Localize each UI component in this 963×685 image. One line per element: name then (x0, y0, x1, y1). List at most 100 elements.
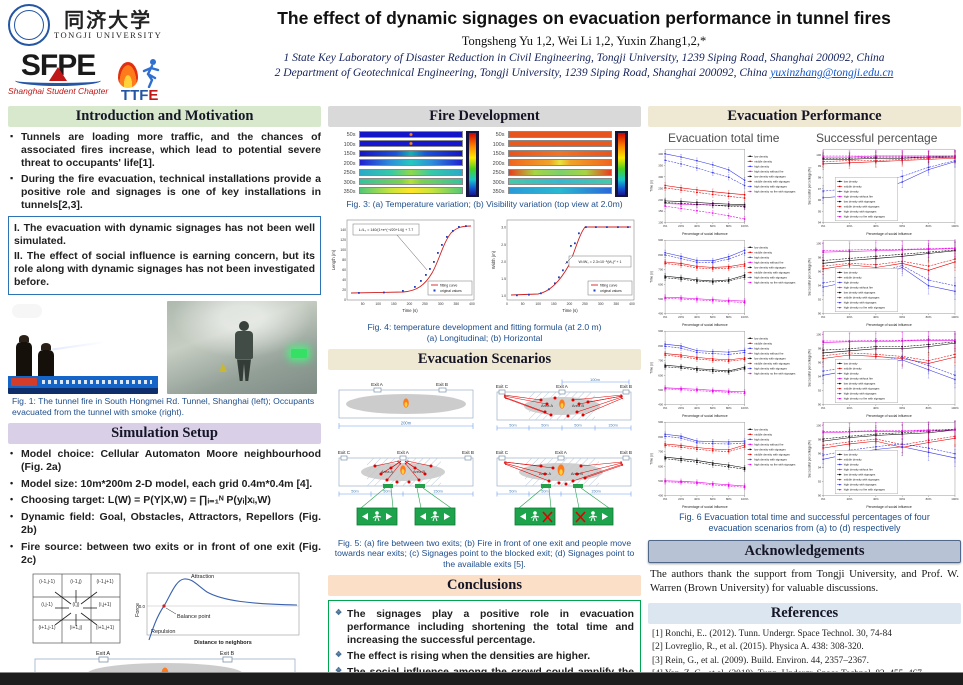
ack-text: The authors thank the support from Tongj… (650, 567, 959, 594)
svg-text:800: 800 (658, 344, 663, 348)
svg-text:high density without fire: high density without fire (844, 468, 874, 472)
intro-bullet: During the fire evacuation, technical in… (8, 173, 321, 211)
svg-text:60%: 60% (899, 224, 905, 228)
svg-text:0.0: 0.0 (138, 604, 145, 609)
svg-text:0%: 0% (663, 224, 668, 228)
svg-text:20%: 20% (847, 497, 853, 501)
svg-text:600: 600 (658, 373, 663, 377)
svg-text:high density: high density (844, 190, 860, 194)
flame-icon (118, 62, 139, 88)
svg-text:400: 400 (658, 494, 663, 498)
fig3-temperature-strips: 50s 100s 150s 200s 250s 300s 350s (342, 131, 479, 197)
svg-text:200: 200 (658, 198, 663, 202)
signage-box-blocked-left (572, 507, 613, 526)
traffic-cone (219, 363, 227, 373)
svg-text:Time (s): Time (s) (650, 271, 654, 283)
svg-text:700: 700 (658, 450, 663, 454)
svg-text:40%: 40% (694, 497, 700, 501)
svg-text:middle density with signages: middle density with signages (844, 296, 880, 300)
svg-text:200: 200 (406, 302, 412, 306)
subtitle-total-time: Evacuation total time (668, 131, 780, 145)
svg-text:Exit A: Exit A (556, 384, 569, 389)
svg-text:80%: 80% (926, 406, 932, 410)
svg-text:100: 100 (816, 153, 821, 157)
svg-text:400: 400 (658, 312, 663, 316)
svg-text:100%: 100% (741, 497, 749, 501)
svg-text:middle density with signages: middle density with signages (844, 205, 880, 209)
svg-text:high density with signages: high density with signages (754, 275, 787, 279)
svg-text:300: 300 (437, 302, 443, 306)
fig6-chart-grid: 100 150 200 250 300 350 400 0% 20% 40% 60% 80% 100% l… (648, 145, 961, 509)
svg-text:high density no fire with sign: high density no fire with signages (844, 488, 886, 492)
fig4-right-formula: Wₜ/W₀ = 2.3×10⁻⁵(t/t₀)² + 1 (578, 260, 621, 264)
svg-text:250: 250 (422, 302, 428, 306)
svg-text:400: 400 (658, 403, 663, 407)
svg-text:50: 50 (520, 302, 524, 306)
svg-text:low density: low density (844, 452, 858, 456)
svg-text:high density: high density (844, 281, 860, 285)
svg-text:low density with signages: low density with signages (754, 447, 786, 451)
svg-text:20%: 20% (678, 406, 684, 410)
signage-box-blocked-right (514, 507, 555, 526)
svg-text:100%: 100% (951, 406, 959, 410)
svg-text:low density: low density (844, 270, 858, 274)
svg-text:900: 900 (658, 420, 663, 424)
svg-text:Exit C: Exit C (337, 450, 350, 455)
svg-text:40%: 40% (694, 224, 700, 228)
svg-text:low density with signages: low density with signages (844, 291, 876, 295)
fig5-caption: Fig. 5: (a) fire between two exits; (b) … (334, 537, 635, 569)
balance-point-marker (161, 604, 166, 609)
svg-text:Percentage of social influence: Percentage of social influence (866, 232, 912, 236)
svg-text:2.0: 2.0 (501, 260, 506, 264)
svg-text:low density with signages: low density with signages (844, 473, 876, 477)
svg-text:fitting curve: fitting curve (600, 284, 617, 288)
setup-bullet: Fire source: between two exits or in fro… (8, 541, 321, 567)
svg-text:Successful percentage(%): Successful percentage(%) (808, 258, 812, 296)
section-conclusions-heading: Conclusions (328, 574, 641, 596)
svg-text:50: 50 (360, 302, 364, 306)
fig6-chart-c-time: 400 500 600 700 800 900 0% 20% 40% 60% 80% 100% low … (648, 327, 801, 418)
svg-text:80%: 80% (726, 406, 732, 410)
svg-text:100: 100 (816, 242, 821, 246)
svg-text:120: 120 (340, 238, 346, 242)
svg-text:96: 96 (818, 270, 822, 274)
svg-text:94: 94 (818, 221, 822, 225)
svg-text:140: 140 (340, 228, 346, 232)
svg-text:middle density with signages: middle density with signages (754, 270, 790, 274)
svg-text:Successful percentage(%): Successful percentage(%) (808, 440, 812, 478)
svg-text:Width (m): Width (m) (491, 251, 496, 270)
news-banner (8, 376, 158, 389)
svg-text:middle density: middle density (754, 432, 772, 436)
svg-text:high density no fire with sign: high density no fire with signages (844, 306, 886, 310)
svg-text:3.0: 3.0 (501, 226, 506, 230)
svg-text:92: 92 (818, 298, 822, 302)
svg-text:middle density with signages: middle density with signages (754, 452, 790, 456)
svg-text:Percentage of social influence: Percentage of social influence (866, 323, 912, 327)
svg-text:150: 150 (390, 302, 396, 306)
firefighter-silhouette (38, 343, 54, 383)
balance-label: Balance point (177, 614, 211, 620)
affiliation-2: 2 Department of Geotechnical Engineering… (274, 67, 894, 79)
logo-block: 同济大学 TONGJI UNIVERSITY SFPE Shanghai Stu… (8, 4, 213, 106)
svg-text:250: 250 (582, 302, 588, 306)
svg-text:high density: high density (844, 372, 860, 376)
svg-text:800: 800 (658, 253, 663, 257)
svg-text:100%: 100% (741, 406, 749, 410)
svg-text:20%: 20% (678, 497, 684, 501)
svg-text:Exit C: Exit C (495, 450, 508, 455)
email-link[interactable]: yuxinzhang@tongji.edu.cn (770, 67, 894, 79)
svg-text:50m: 50m (541, 489, 548, 493)
authors: Tongsheng Yu 1,2, Wei Li 1,2, Yuxin Zhan… (461, 34, 707, 48)
svg-text:fitting curve: fitting curve (440, 284, 457, 288)
svg-text:middle density: middle density (754, 159, 772, 163)
svg-text:high density without fire: high density without fire (754, 169, 784, 173)
right-column: Evacuation Performance Evacuation total … (648, 106, 961, 685)
svg-text:300: 300 (597, 302, 603, 306)
svg-text:2.5: 2.5 (501, 243, 506, 247)
svg-text:97: 97 (818, 187, 822, 191)
sfpe-swoosh-icon (15, 75, 102, 86)
svg-text:middle density: middle density (844, 275, 862, 279)
conclusion-item: The effect is rising when the densities … (335, 650, 634, 663)
svg-text:high density with signages: high density with signages (844, 483, 877, 487)
svg-text:middle density: middle density (754, 341, 772, 345)
